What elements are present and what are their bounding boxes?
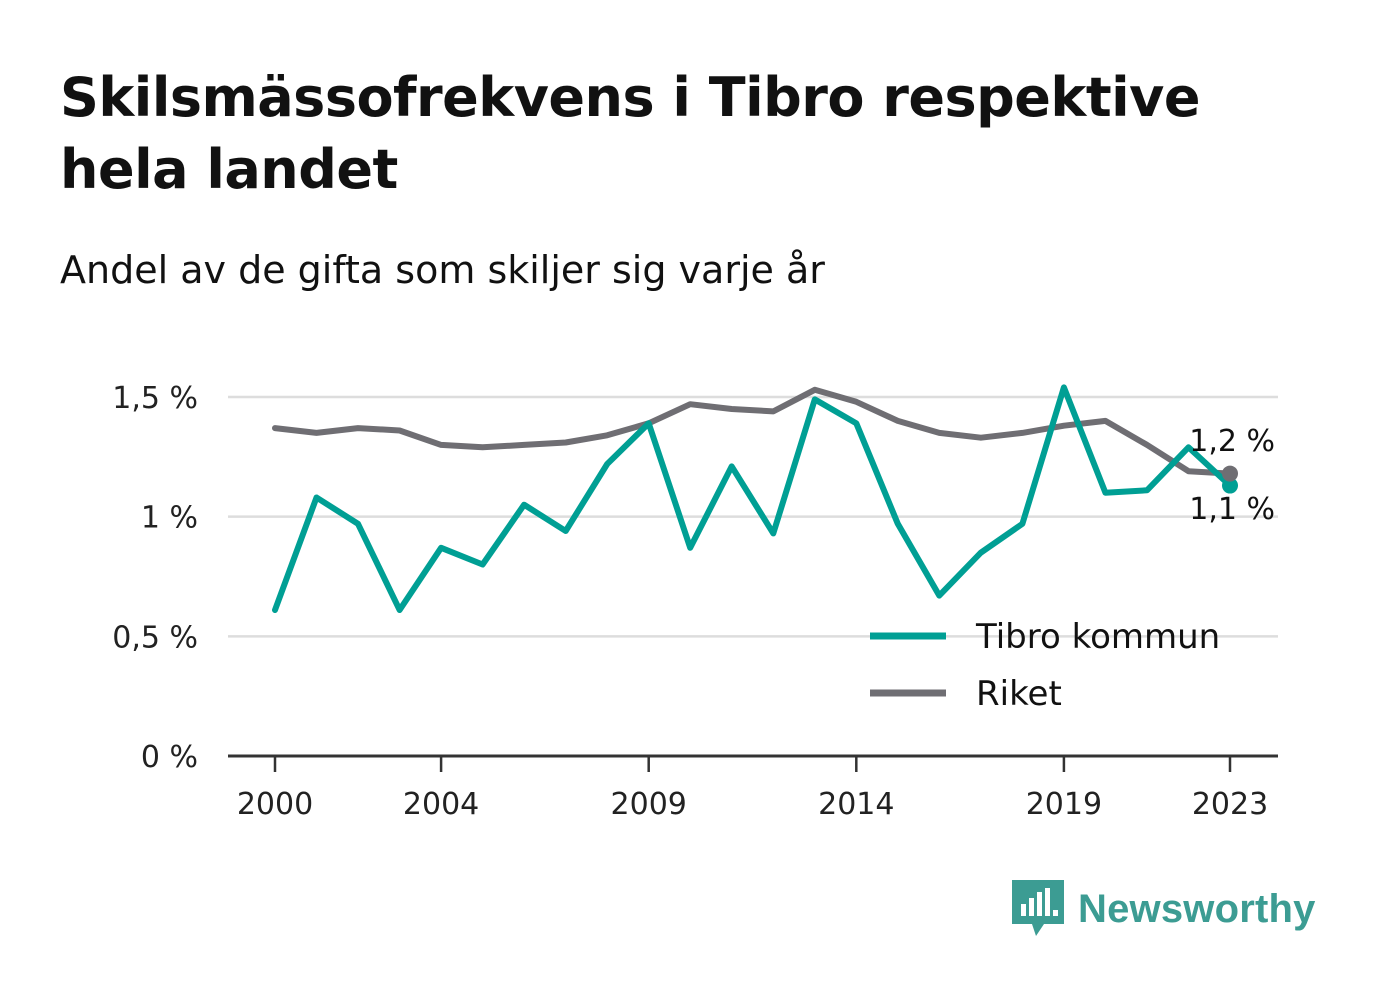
end-label-riket: 1,2 % — [1189, 424, 1275, 459]
y-tick-label: 1 % — [141, 501, 198, 536]
brand-name: Newsworthy — [1078, 886, 1316, 931]
end-point-tibro — [1222, 477, 1238, 494]
legend-item-riket-label: Riket — [976, 674, 1062, 714]
series-line-tibro — [272, 384, 1233, 613]
x-tick-label: 2023 — [1192, 787, 1268, 822]
y-tick-label: 0,5 % — [112, 620, 198, 655]
x-tick-label: 2019 — [1026, 787, 1102, 822]
legend-item-tibro-label: Tibro kommun — [975, 617, 1220, 657]
x-tick-label: 2014 — [818, 787, 894, 822]
series-line-riket — [272, 386, 1233, 477]
newsworthy-logo-icon — [1012, 880, 1064, 936]
y-tick-label: 0 % — [141, 740, 198, 775]
x-tick-label: 2000 — [237, 787, 313, 822]
brand: Newsworthy — [1012, 880, 1316, 938]
chart-title: Skilsmässofrekvens i Tibro respektive he… — [60, 66, 1201, 201]
end-label-tibro: 1,1 % — [1189, 492, 1275, 527]
end-point-riket — [1222, 465, 1238, 482]
x-tick-label: 2009 — [611, 787, 687, 822]
x-tick-label: 2004 — [403, 787, 479, 822]
chart-subtitle: Andel av de gifta som skiljer sig varje … — [60, 248, 825, 292]
y-tick-label: 1,5 % — [112, 381, 198, 416]
